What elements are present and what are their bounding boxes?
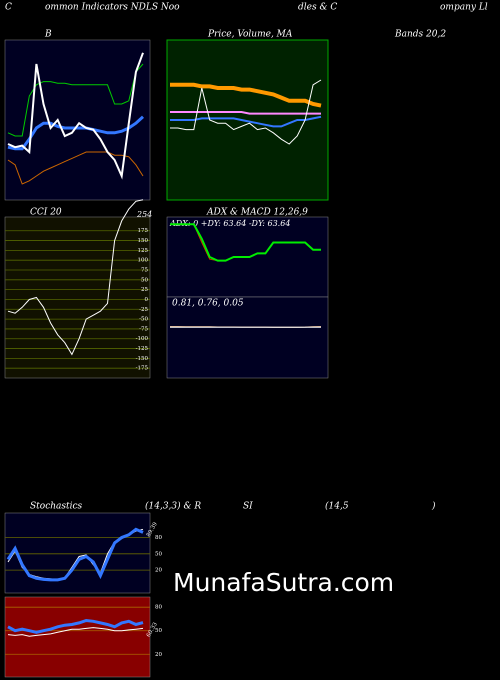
panel-title: (14,5 <box>325 501 349 512</box>
line-series <box>7 151 144 185</box>
line-series <box>170 79 322 145</box>
panel-subtitle: ADX: 0 +DY: 63.64 -DY: 63.64 <box>169 219 290 228</box>
line-series <box>7 63 144 137</box>
panel-title: ) <box>431 501 436 512</box>
y-tick-label: -100 <box>136 336 149 342</box>
line-series <box>7 199 144 356</box>
panel <box>166 296 329 379</box>
value-label: 254 <box>136 210 152 219</box>
y-tick-label: -75 <box>139 326 148 332</box>
watermark: MunafaSutra.com <box>173 568 394 597</box>
y-tick-label: 80 <box>155 605 162 611</box>
y-tick-label: 80 <box>155 535 162 541</box>
header-text: ommon Indicators NDLS Noo <box>45 3 180 13</box>
y-tick-label: -25 <box>139 307 148 313</box>
header-text: ompany Ll <box>440 3 488 13</box>
y-tick-label: 50 <box>155 551 162 557</box>
panel <box>4 39 151 201</box>
header-text: C <box>5 3 12 13</box>
line-series <box>6 527 144 582</box>
y-tick-label: -175 <box>136 366 149 372</box>
line-series <box>170 223 321 262</box>
line-series <box>7 618 144 634</box>
y-tick-label: -50 <box>139 317 148 323</box>
header-text: dles & C <box>298 3 337 13</box>
y-tick-label: -125 <box>136 346 149 352</box>
panel-title: B <box>44 30 52 40</box>
y-tick-label: 75 <box>141 268 148 274</box>
line-series <box>170 115 322 128</box>
y-tick-label: 100 <box>138 258 149 264</box>
line-series <box>170 82 322 108</box>
y-tick-label: 50 <box>155 628 162 634</box>
y-tick-label: 25 <box>141 287 148 293</box>
line-series <box>7 627 144 637</box>
panel-title: CCI 20 <box>30 208 62 218</box>
y-tick-label: 0 <box>145 297 149 303</box>
panel-title: ADX & MACD 12,26,9 <box>206 208 308 218</box>
y-tick-label: 125 <box>138 248 149 254</box>
panel <box>4 216 151 379</box>
y-tick-label: 20 <box>155 652 162 658</box>
y-tick-label: 150 <box>138 238 149 244</box>
panel-title: Price, Volume, MA <box>207 30 293 40</box>
panel <box>4 512 151 594</box>
y-tick-label: 175 <box>138 228 149 234</box>
line-series <box>170 111 321 115</box>
y-tick-label: 50 <box>141 277 148 283</box>
panel <box>4 596 151 678</box>
y-tick-label: -150 <box>136 356 149 362</box>
panel-title: Stochastics <box>30 502 83 512</box>
line-series <box>7 52 144 180</box>
panel-title: Bands 20,2 <box>394 30 446 40</box>
y-tick-label: 20 <box>155 568 162 574</box>
panel-title: SI <box>243 502 253 512</box>
panel-title: (14,3,3) & R <box>145 501 201 512</box>
panel-title: 0.81, 0.76, 0.05 <box>172 299 244 309</box>
